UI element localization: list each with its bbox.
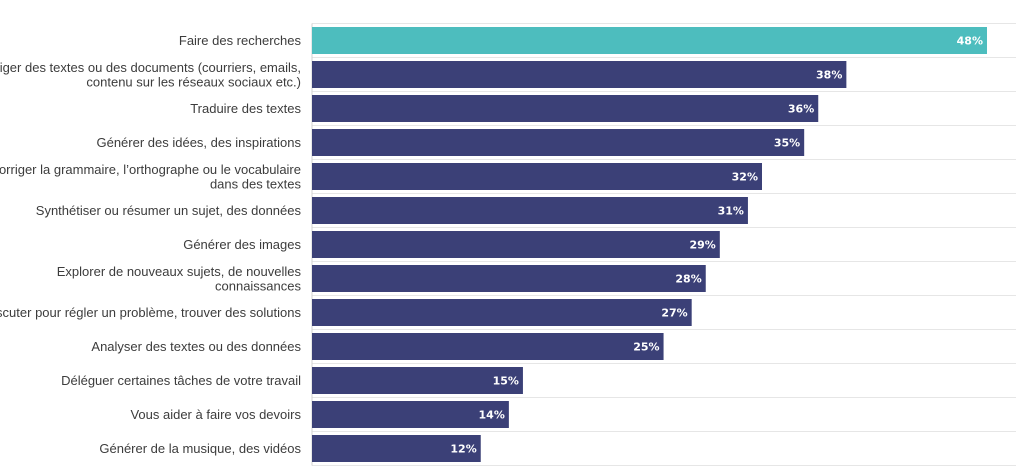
bar (312, 197, 748, 224)
category-label-line: Vous aider à faire vos devoirs (130, 407, 301, 422)
bar (312, 265, 706, 292)
data-label: 48% (957, 35, 983, 48)
category-label: Faire des recherches (179, 33, 302, 48)
category-label-line: Générer des idées, des inspirations (96, 135, 301, 150)
data-label: 14% (479, 409, 505, 422)
data-label: 36% (788, 103, 814, 116)
bar (312, 61, 847, 88)
bar (312, 129, 805, 156)
bar (312, 163, 762, 190)
data-label: 28% (675, 273, 701, 286)
bar (312, 27, 987, 54)
category-label: Explorer de nouveaux sujets, de nouvelle… (57, 264, 302, 294)
category-label-line: Rédiger des textes ou des documents (cou… (0, 60, 301, 75)
category-label-line: Déléguer certaines tâches de votre trava… (61, 373, 301, 388)
data-label: 35% (774, 137, 800, 150)
category-label-line: Analyser des textes ou des données (91, 339, 301, 354)
bar (312, 401, 509, 428)
category-label-line: connaissances (215, 278, 301, 293)
category-label-line: Générer des images (183, 237, 301, 252)
bar (312, 333, 664, 360)
category-label-line: Traduire des textes (190, 101, 301, 116)
category-label: Générer des images (183, 237, 301, 252)
bar (312, 435, 481, 462)
data-label: 31% (718, 205, 744, 218)
data-label: 32% (732, 171, 758, 184)
bar (312, 95, 819, 122)
data-label: 12% (450, 443, 476, 456)
category-label: Générer des idées, des inspirations (96, 135, 301, 150)
data-label: 15% (493, 375, 519, 388)
bar (312, 231, 720, 258)
category-label-line: Synthétiser ou résumer un sujet, des don… (36, 203, 302, 218)
category-label-line: Faire des recherches (179, 33, 302, 48)
category-label-line: dans des textes (210, 176, 302, 191)
category-label-line: Corriger la grammaire, l’orthographe ou … (0, 162, 301, 177)
bar (312, 299, 692, 326)
category-label-line: contenu sur les réseaux sociaux etc.) (86, 74, 301, 89)
data-label: 29% (689, 239, 715, 252)
category-label-line: Discuter pour régler un problème, trouve… (0, 305, 301, 320)
category-label: Synthétiser ou résumer un sujet, des don… (36, 203, 302, 218)
category-label: Traduire des textes (190, 101, 301, 116)
category-label: Analyser des textes ou des données (91, 339, 301, 354)
category-label: Déléguer certaines tâches de votre trava… (61, 373, 301, 388)
data-label: 27% (661, 307, 687, 320)
category-label-line: Générer de la musique, des vidéos (99, 441, 301, 456)
bar (312, 367, 523, 394)
category-label: Vous aider à faire vos devoirs (130, 407, 301, 422)
category-label: Corriger la grammaire, l’orthographe ou … (0, 162, 301, 192)
category-label: Rédiger des textes ou des documents (cou… (0, 60, 301, 90)
category-label-line: Explorer de nouveaux sujets, de nouvelle… (57, 264, 302, 279)
data-label: 25% (633, 341, 659, 354)
data-label: 38% (816, 69, 842, 82)
category-label: Discuter pour régler un problème, trouve… (0, 305, 301, 320)
category-label: Générer de la musique, des vidéos (99, 441, 301, 456)
